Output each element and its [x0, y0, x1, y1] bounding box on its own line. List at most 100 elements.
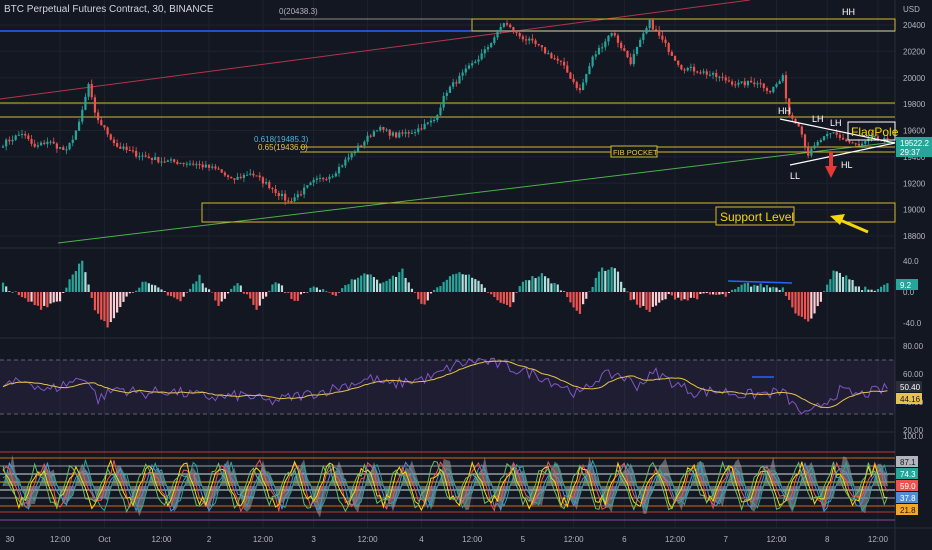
candle-body	[239, 176, 242, 178]
candle-body	[49, 141, 52, 143]
candle-body	[379, 127, 382, 131]
candle-body	[423, 123, 426, 130]
macd-bar	[524, 280, 528, 292]
macd-bar	[150, 284, 154, 292]
flag-upper-line[interactable]	[779, 118, 896, 144]
candle-body	[518, 33, 521, 37]
candle-body	[626, 50, 629, 58]
candle-body	[33, 143, 36, 147]
macd-bar	[65, 287, 68, 292]
candle-body	[230, 176, 233, 179]
candle-body	[502, 23, 505, 27]
candle-body	[724, 77, 727, 81]
candle-body	[303, 187, 306, 195]
macd-bar	[493, 292, 496, 298]
macd-bar	[39, 292, 43, 310]
macd-bar	[312, 286, 315, 292]
macd-bar	[337, 292, 341, 293]
macd-bar	[737, 287, 740, 292]
time-tick-label: 12:00	[151, 535, 172, 544]
candle-body	[601, 47, 604, 49]
candle-body	[575, 81, 578, 89]
top-range-box[interactable]	[471, 18, 896, 32]
rising-support-trend-line[interactable]	[57, 141, 896, 244]
macd-bar	[350, 279, 353, 292]
flagpole-box[interactable]	[847, 121, 896, 141]
candle-body	[5, 139, 8, 147]
macd-bar	[540, 273, 543, 292]
time-tick-label: 12:00	[766, 535, 787, 544]
macd-bar	[258, 292, 261, 306]
macd-bar	[106, 292, 109, 328]
support-arrow-shaft	[839, 218, 869, 234]
macd-bar	[5, 286, 8, 292]
macd-divergence-line	[727, 280, 793, 284]
candle-body	[740, 81, 743, 83]
macd-bar	[385, 280, 388, 292]
candle-body	[515, 32, 518, 34]
macd-bar	[363, 273, 366, 292]
candle-body	[258, 175, 261, 178]
candle-body	[721, 76, 724, 78]
macd-bar	[566, 292, 569, 298]
macd-bar	[439, 286, 442, 292]
macd-bar	[778, 289, 781, 292]
candle-body	[553, 58, 556, 60]
macd-bar	[375, 279, 379, 292]
candle-body	[727, 80, 731, 82]
macd-bar	[223, 292, 226, 299]
price-tick-label: 19800	[903, 100, 926, 109]
candle-body	[464, 68, 467, 73]
macd-bar	[245, 292, 249, 295]
macd-bar	[699, 292, 702, 294]
time-tick-label: 12:00	[462, 535, 483, 544]
candle-body	[366, 135, 369, 142]
macd-tick-label: 0.0	[903, 288, 915, 297]
countdown-value: 29:37	[900, 148, 921, 157]
candle-body	[347, 157, 350, 160]
flag-lower-line[interactable]	[789, 142, 896, 166]
candle-body	[769, 90, 772, 93]
candle-body	[55, 143, 58, 149]
upper-trend-line[interactable]	[0, 0, 751, 100]
macd-bar	[49, 292, 52, 304]
candle-body	[277, 192, 280, 197]
macd-bar	[702, 292, 705, 294]
macd-histogram	[1, 260, 889, 328]
macd-bar	[829, 279, 832, 292]
macd-bar	[604, 270, 607, 292]
candle-body	[122, 146, 125, 149]
macd-bar	[803, 292, 807, 320]
macd-bar	[797, 292, 800, 316]
macd-bar	[188, 288, 192, 292]
macd-bar	[756, 285, 759, 292]
candle-body	[185, 163, 188, 165]
macd-bar	[309, 287, 312, 292]
macd-bar	[670, 292, 673, 296]
candle-body	[81, 109, 84, 122]
candle-body	[410, 132, 414, 134]
candle-body	[680, 64, 683, 70]
candle-body	[160, 161, 163, 163]
macd-bar	[632, 292, 635, 300]
macd-bar	[623, 287, 626, 292]
support-zone-box[interactable]	[201, 202, 896, 223]
macd-bar	[620, 281, 623, 292]
macd-bar	[810, 292, 813, 319]
macd-bar	[217, 292, 220, 306]
candle-body	[331, 176, 334, 178]
macd-bar	[46, 292, 49, 308]
candle-body	[414, 132, 417, 134]
candle-body	[854, 143, 857, 145]
macd-bar	[55, 292, 58, 302]
candle-body	[394, 132, 398, 138]
candle-body	[226, 175, 230, 177]
oscillator-badges: 87.1 74.3 59.0 37.8 21.8	[896, 456, 918, 515]
fib-65-label: 0.65(19436.0)	[258, 143, 308, 152]
candle-body	[841, 137, 845, 140]
candle-body	[382, 127, 385, 130]
candle-body	[784, 75, 788, 99]
candle-body	[36, 145, 39, 147]
macd-bar	[455, 273, 458, 292]
